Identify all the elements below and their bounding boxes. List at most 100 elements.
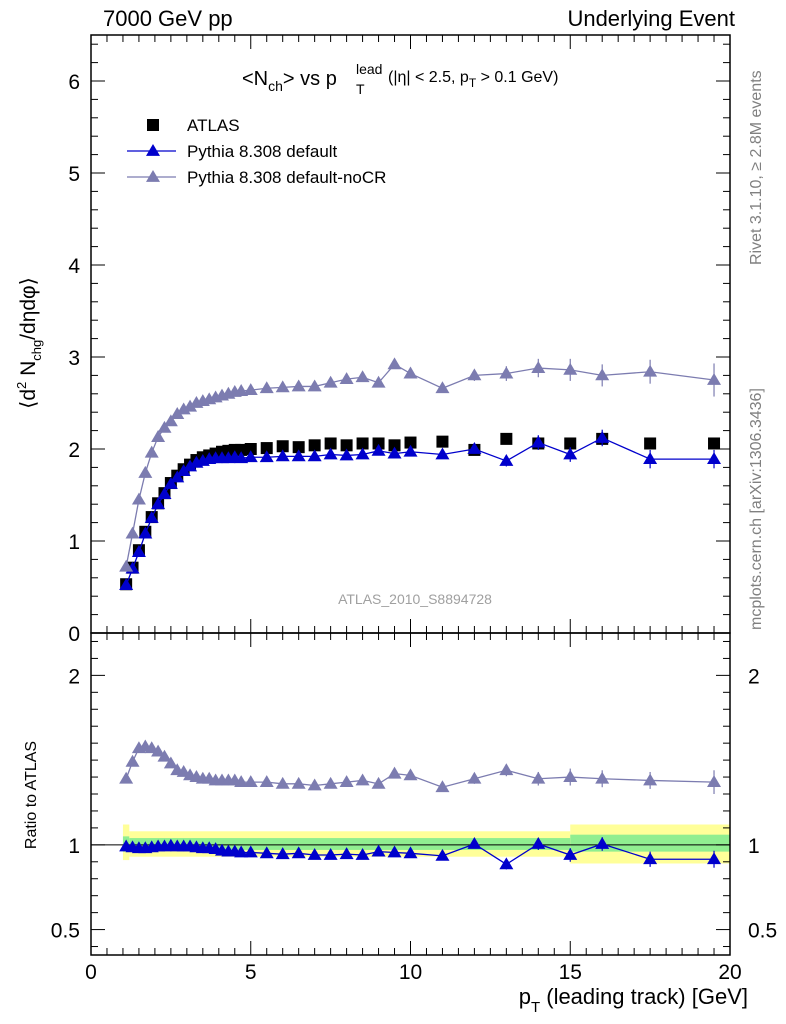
series-point-main <box>151 430 166 442</box>
series-point-ratio <box>563 770 578 782</box>
atlas-point <box>356 437 369 450</box>
series-point-main <box>595 368 610 381</box>
series-point-main <box>275 449 290 462</box>
series-point-ratio <box>707 775 722 788</box>
series-point-ratio <box>234 775 249 788</box>
series-point-main <box>138 526 153 539</box>
series-point-main <box>371 443 386 456</box>
series-point-ratio <box>275 776 290 789</box>
series-point-main <box>467 368 482 381</box>
series-point-ratio <box>371 844 386 857</box>
series-point-main <box>435 447 450 460</box>
series-point-main <box>307 449 322 462</box>
series-point-ratio <box>531 771 546 784</box>
series-point-main <box>355 447 370 460</box>
series-point-main <box>707 373 722 385</box>
series-point-ratio <box>643 852 658 865</box>
ratio-panel-frame <box>90 632 731 956</box>
legend: ATLAS Pythia 8.308 default Pythia 8.308 de… <box>127 116 386 187</box>
y-axis-label-ratio: Ratio to ATLAS <box>23 741 40 849</box>
x-tick-label: 15 <box>559 961 582 984</box>
legend-marker <box>146 144 160 156</box>
series-point-main <box>144 511 159 523</box>
series-point-main <box>643 452 658 465</box>
y-tick-label-ratio-left: 0.5 <box>51 920 80 943</box>
series-layer <box>119 357 722 870</box>
series-point-main <box>387 357 402 370</box>
series-point-ratio <box>119 771 134 784</box>
series-point-ratio <box>371 776 386 789</box>
series-point-main <box>355 370 370 383</box>
series-2 <box>119 357 722 794</box>
series-point-main <box>243 450 258 463</box>
series-1 <box>119 429 722 870</box>
series-point-main <box>131 545 146 557</box>
series-point-ratio <box>307 778 322 791</box>
atlas-point <box>292 441 305 454</box>
legend-label: ATLAS <box>187 116 240 135</box>
x-tick-label: 10 <box>399 961 422 984</box>
series-point-main <box>234 451 249 464</box>
x-axis-label: pT (leading track) [GeV] <box>519 984 748 1016</box>
atlas-point <box>644 437 657 450</box>
axes: 0 5 10 15 20 0 1 2 3 4 5 6 0.5 0.5 1 1 2 2 <box>51 34 777 984</box>
series-point-main <box>643 364 658 377</box>
series-point-ratio <box>323 776 338 789</box>
series-point-main <box>707 452 722 465</box>
series-point-main <box>119 559 134 572</box>
series-point-ratio <box>157 749 172 762</box>
atlas-point <box>404 436 417 449</box>
series-point-main <box>163 414 178 427</box>
y-tick-label-ratio-right: 2 <box>748 665 760 688</box>
series-point-main <box>467 442 482 454</box>
title-sub: T <box>356 81 365 97</box>
series-point-main <box>323 447 338 460</box>
series-point-ratio <box>151 744 166 757</box>
atlas-point <box>235 443 248 456</box>
inner-band-2 <box>570 834 730 852</box>
svg-text:<Nch> vs p: <Nch> vs p <box>242 68 337 94</box>
series-point-main <box>563 447 578 460</box>
series-point-main <box>157 420 172 433</box>
atlas-point <box>308 439 321 452</box>
series-point-ratio <box>339 775 354 788</box>
side-label-rivet: Rivet 3.1.10, ≥ 2.8M events <box>748 70 765 265</box>
legend-marker <box>146 170 160 182</box>
series-point-main <box>138 465 153 478</box>
series-point-ratio <box>595 771 610 784</box>
series-point-ratio <box>403 768 418 781</box>
series-point-main <box>183 399 198 412</box>
series-point-ratio <box>275 847 290 860</box>
series-point-main <box>275 380 290 393</box>
legend-marker-atlas <box>147 119 159 131</box>
series-point-ratio <box>531 836 546 849</box>
series-point-main <box>339 448 354 461</box>
series-point-main <box>243 383 258 396</box>
x-tick-label: 0 <box>85 961 97 984</box>
y-tick-label-main: 5 <box>68 163 80 186</box>
series-point-ratio <box>291 846 306 859</box>
series-point-ratio <box>259 775 274 788</box>
series-point-main <box>531 361 546 373</box>
y-tick-label-main: 2 <box>68 439 80 462</box>
series-point-main <box>163 476 178 489</box>
series-point-main <box>183 459 198 472</box>
atlas-point <box>564 437 577 450</box>
svg-text:(|η| < 2.5, pT > 0.1 GeV): (|η| < 2.5, pT > 0.1 GeV) <box>388 69 558 90</box>
series-point-main <box>403 444 418 457</box>
series-point-main <box>291 449 306 462</box>
series-point-main <box>403 366 418 379</box>
series-point-ratio <box>243 775 258 788</box>
series-point-main <box>119 578 134 591</box>
series-point-main <box>307 379 322 392</box>
series-point-ratio <box>595 836 610 849</box>
title-vs: > vs p <box>283 68 337 90</box>
atlas-point <box>436 435 449 448</box>
series-point-ratio <box>435 848 450 861</box>
header-left-title: 7000 GeV pp <box>103 6 233 31</box>
series-point-ratio <box>339 847 354 860</box>
svg-text:pT (leading track) [GeV]: pT (leading track) [GeV] <box>519 984 748 1016</box>
inner-band-1 <box>129 838 571 850</box>
atlas-point <box>708 437 721 450</box>
